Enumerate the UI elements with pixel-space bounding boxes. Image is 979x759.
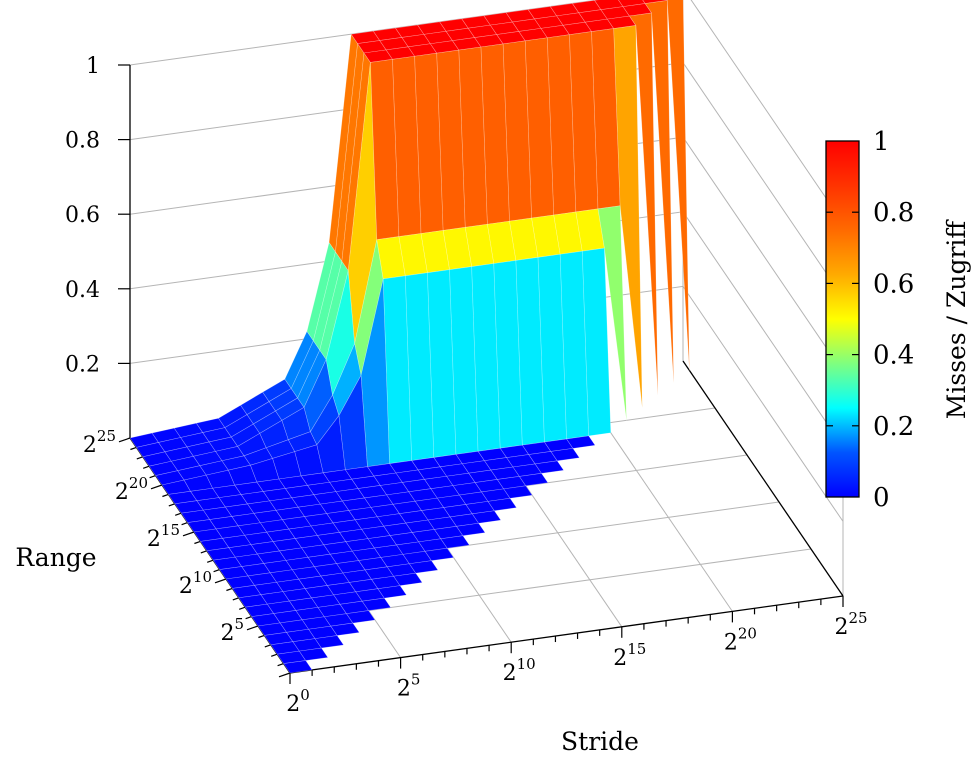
range-tick-mark	[162, 494, 168, 496]
colorbar-tick-label: 1	[873, 127, 890, 157]
z-tick-label: 0.8	[65, 129, 100, 154]
colorbar-tick-label: 0.6	[873, 269, 914, 299]
range-tick-mark	[233, 598, 239, 600]
colorbar-tick-label: 0.2	[873, 412, 914, 442]
range-tick-mark	[258, 635, 264, 637]
stride-tick-label: 215	[613, 640, 646, 671]
stride-tick-label: 210	[503, 655, 536, 686]
range-tick-mark	[183, 532, 194, 536]
colorbar-tick-label: 0.4	[873, 341, 914, 371]
range-tick-label: 225	[83, 427, 116, 458]
colorbar-tick-label: 0	[873, 483, 890, 513]
colorbar: 0 0.2 0.4 0.6 0.8 1 Misses / Zugriff	[826, 127, 971, 513]
colorbar-tick-label: 0.8	[873, 198, 914, 228]
range-tick-label: 25	[220, 615, 244, 646]
range-tick-mark	[169, 504, 175, 506]
range-tick-mark	[137, 457, 143, 459]
range-tick-mark	[265, 645, 271, 647]
floor-back-edge	[683, 361, 843, 596]
range-tick-mark	[226, 588, 232, 590]
range-tick-mark	[278, 664, 284, 666]
range-tick-mark	[239, 607, 245, 609]
range-tick-mark	[201, 551, 207, 553]
range-tick-label: 215	[147, 521, 180, 552]
stride-tick-label: 25	[397, 671, 421, 702]
z-tick-label: 0.6	[65, 203, 100, 228]
stride-axis-title: Stride	[561, 727, 639, 756]
range-tick-mark	[247, 626, 258, 630]
stride-tick-label: 220	[724, 624, 757, 655]
range-tick-mark	[194, 541, 200, 543]
range-tick-mark	[246, 617, 252, 619]
colorbar-title: Misses / Zugriff	[942, 219, 971, 420]
range-tick-mark	[119, 438, 130, 442]
range-tick-mark	[207, 560, 213, 562]
colorbar-gradient	[826, 141, 859, 497]
range-tick-mark	[214, 570, 220, 572]
range-tick-mark	[175, 513, 181, 515]
z-tick-label: 0.2	[65, 352, 100, 377]
range-tick-mark	[143, 466, 149, 468]
range-tick-mark	[150, 476, 156, 478]
z-tick-label: 0.4	[65, 278, 100, 303]
range-axis-title: Range	[15, 543, 96, 572]
range-tick-mark	[279, 673, 290, 677]
range-tick-mark	[151, 485, 162, 489]
range-tick-mark	[271, 654, 277, 656]
range-tick-mark	[182, 523, 188, 525]
z-tick-label: 1	[86, 54, 100, 79]
range-tick-label: 210	[179, 568, 212, 599]
stride-tick-label: 225	[834, 609, 867, 640]
range-tick-mark	[130, 447, 136, 449]
range-tick-mark	[215, 579, 226, 583]
range-tick-label: 220	[115, 474, 148, 505]
stride-tick-label: 20	[286, 686, 310, 717]
